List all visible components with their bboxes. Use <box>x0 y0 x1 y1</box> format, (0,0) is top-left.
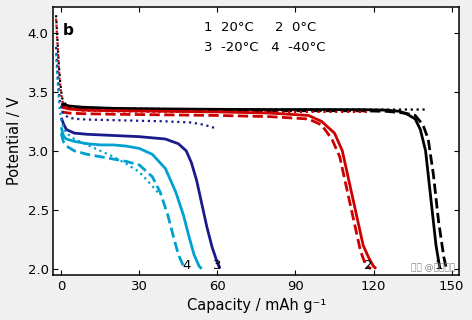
Text: 头条 @淼一销骰: 头条 @淼一销骰 <box>411 263 455 272</box>
Y-axis label: Potential / V: Potential / V <box>7 97 22 185</box>
Text: 3: 3 <box>213 259 222 272</box>
Text: 1  20°C     2  0°C: 1 20°C 2 0°C <box>204 21 317 34</box>
Text: b: b <box>63 23 74 38</box>
Text: 1: 1 <box>434 259 443 272</box>
X-axis label: Capacity / mAh g⁻¹: Capacity / mAh g⁻¹ <box>187 298 326 313</box>
Text: 3  -20°C   4  -40°C: 3 -20°C 4 -40°C <box>204 41 326 54</box>
Text: 2: 2 <box>364 259 372 272</box>
Text: 4: 4 <box>182 259 190 272</box>
